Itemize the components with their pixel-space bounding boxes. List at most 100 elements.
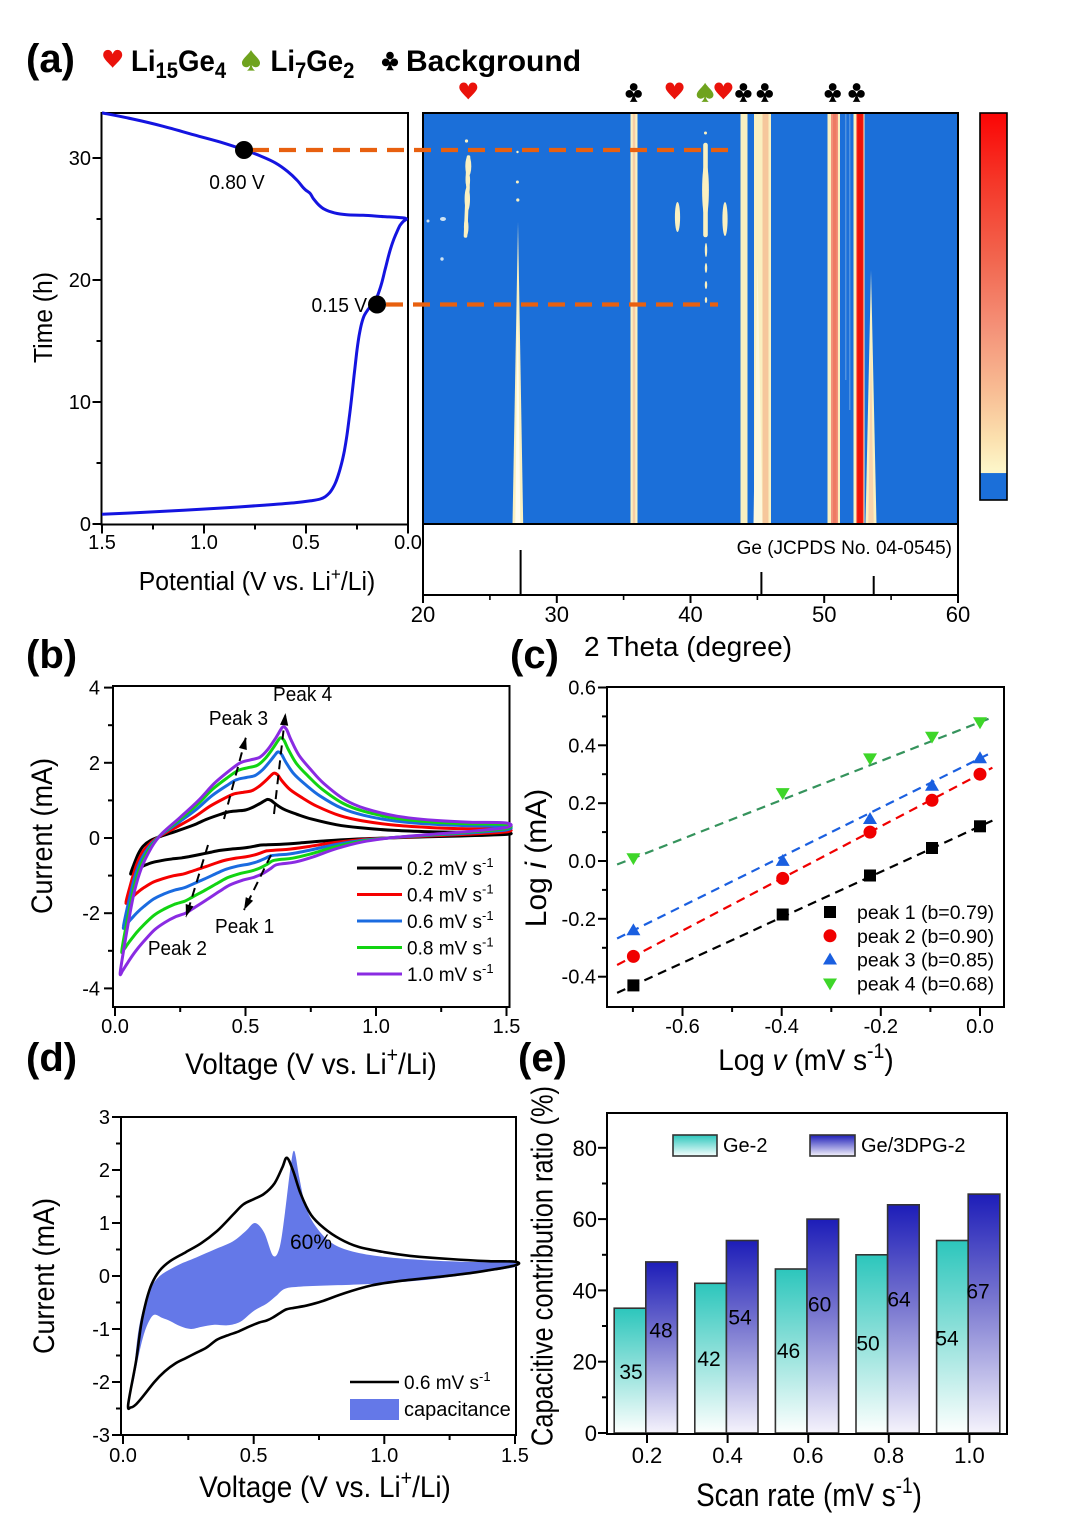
svg-text:Current (mA): Current (mA) [26,758,60,914]
svg-text:Peak 4: Peak 4 [273,684,332,707]
svg-text:0.6 mV s-1: 0.6 mV s-1 [404,1369,491,1394]
svg-text:20: 20 [411,602,435,627]
svg-text:67: 67 [966,1281,989,1304]
svg-text:(a): (a) [26,37,75,81]
svg-text:20: 20 [573,1350,597,1375]
svg-text:Capacitive contribution ratio: Capacitive contribution ratio (%) [525,1086,560,1446]
svg-text:-3: -3 [92,1425,110,1447]
svg-text:54: 54 [728,1307,752,1330]
svg-text:0.0: 0.0 [109,1445,137,1467]
svg-text:-0.2: -0.2 [562,909,596,931]
svg-text:0.2: 0.2 [568,793,596,815]
svg-text:50: 50 [812,602,836,627]
svg-text:0.6: 0.6 [793,1443,824,1468]
svg-text:Peak 1: Peak 1 [215,916,274,939]
svg-text:2: 2 [89,753,100,775]
svg-text:0.5: 0.5 [240,1445,268,1467]
svg-text:Peak 3: Peak 3 [209,708,268,731]
svg-text:1: 1 [99,1213,110,1235]
svg-text:0.4: 0.4 [712,1443,743,1468]
svg-text:(c): (c) [510,633,559,677]
svg-text:-0.2: -0.2 [864,1016,898,1038]
svg-text:1.0: 1.0 [954,1443,985,1468]
svg-text:0.0: 0.0 [568,851,596,873]
svg-text:10: 10 [69,392,91,414]
svg-text:Log v (mV s-1): Log v (mV s-1) [718,1040,893,1077]
svg-text:48: 48 [649,1320,672,1343]
svg-text:(b): (b) [26,633,77,677]
svg-text:0: 0 [99,1266,110,1288]
svg-text:60%: 60% [290,1231,332,1254]
svg-text:0.8 mV s-1: 0.8 mV s-1 [407,935,494,960]
svg-text:-4: -4 [82,978,100,1000]
svg-text:Voltage (V vs. Li+/Li): Voltage (V vs. Li+/Li) [199,1467,451,1504]
svg-text:3: 3 [99,1107,110,1129]
svg-text:40: 40 [678,602,702,627]
svg-text:peak 3 (b=0.85): peak 3 (b=0.85) [857,950,994,972]
svg-text:Background: Background [406,45,581,78]
svg-text:1.5: 1.5 [501,1445,529,1467]
svg-text:Peak 2: Peak 2 [148,938,207,961]
svg-text:1.5: 1.5 [493,1016,521,1038]
svg-text:peak 2 (b=0.90): peak 2 (b=0.90) [857,926,994,948]
svg-text:Ge (JCPDS No. 04-0545): Ge (JCPDS No. 04-0545) [737,538,952,559]
svg-text:(d): (d) [26,1036,77,1080]
svg-text:4: 4 [89,678,100,700]
svg-text:0.15 V: 0.15 V [312,295,367,317]
svg-text:0.0: 0.0 [394,532,422,554]
svg-text:Current (mA): Current (mA) [28,1198,62,1354]
svg-text:80: 80 [573,1136,597,1161]
svg-text:60: 60 [808,1294,831,1317]
svg-text:42: 42 [697,1348,720,1371]
svg-text:0.2 mV s-1: 0.2 mV s-1 [407,855,494,880]
svg-text:Voltage (V vs. Li+/Li): Voltage (V vs. Li+/Li) [185,1044,437,1081]
svg-text:0.80 V: 0.80 V [209,172,264,194]
svg-text:-1: -1 [92,1319,110,1341]
svg-text:0.6 mV s-1: 0.6 mV s-1 [407,908,494,933]
svg-text:-0.4: -0.4 [764,1016,798,1038]
svg-text:50: 50 [856,1333,879,1356]
svg-text:capacitance: capacitance [404,1399,511,1421]
svg-text:0.5: 0.5 [292,532,320,554]
svg-text:64: 64 [887,1288,911,1311]
svg-text:0.4: 0.4 [568,735,596,757]
svg-text:60: 60 [946,602,970,627]
svg-text:peak 4 (b=0.68): peak 4 (b=0.68) [857,973,994,995]
svg-text:Li15Ge4: Li15Ge4 [131,45,226,83]
svg-text:-2: -2 [92,1372,110,1394]
svg-text:20: 20 [69,270,91,292]
svg-text:0.0: 0.0 [966,1016,994,1038]
svg-text:Ge-2: Ge-2 [723,1135,767,1157]
svg-text:0: 0 [80,514,91,536]
svg-text:40: 40 [573,1278,597,1303]
svg-text:2 Theta (degree): 2 Theta (degree) [584,631,792,662]
svg-text:1.0: 1.0 [362,1016,390,1038]
svg-text:60: 60 [573,1207,597,1232]
svg-text:0.5: 0.5 [232,1016,260,1038]
svg-text:-0.4: -0.4 [562,967,596,989]
svg-text:2: 2 [99,1160,110,1182]
svg-text:1.0 mV s-1: 1.0 mV s-1 [407,961,494,986]
svg-text:30: 30 [69,148,91,170]
svg-text:0: 0 [89,828,100,850]
svg-text:35: 35 [619,1361,642,1384]
svg-text:1.0: 1.0 [370,1445,398,1467]
svg-text:Scan rate (mV s-1): Scan rate (mV s-1) [696,1474,922,1514]
svg-text:-0.6: -0.6 [665,1016,699,1038]
svg-text:Log i (mA): Log i (mA) [520,789,553,927]
svg-text:0.0: 0.0 [101,1016,129,1038]
svg-text:1.0: 1.0 [190,532,218,554]
svg-text:30: 30 [545,602,569,627]
svg-text:0.8: 0.8 [874,1443,905,1468]
svg-text:Li7Ge2: Li7Ge2 [271,45,355,83]
svg-text:0: 0 [585,1421,597,1446]
svg-text:(e): (e) [518,1036,567,1080]
svg-text:54: 54 [935,1327,959,1350]
svg-text:0.4 mV s-1: 0.4 mV s-1 [407,882,494,907]
svg-text:Ge/3DPG-2: Ge/3DPG-2 [861,1135,965,1157]
svg-text:-2: -2 [82,903,100,925]
svg-text:1.5: 1.5 [88,532,116,554]
svg-text:Time (h): Time (h) [29,272,58,363]
svg-text:0.2: 0.2 [632,1443,663,1468]
svg-text:peak 1 (b=0.79): peak 1 (b=0.79) [857,902,994,924]
